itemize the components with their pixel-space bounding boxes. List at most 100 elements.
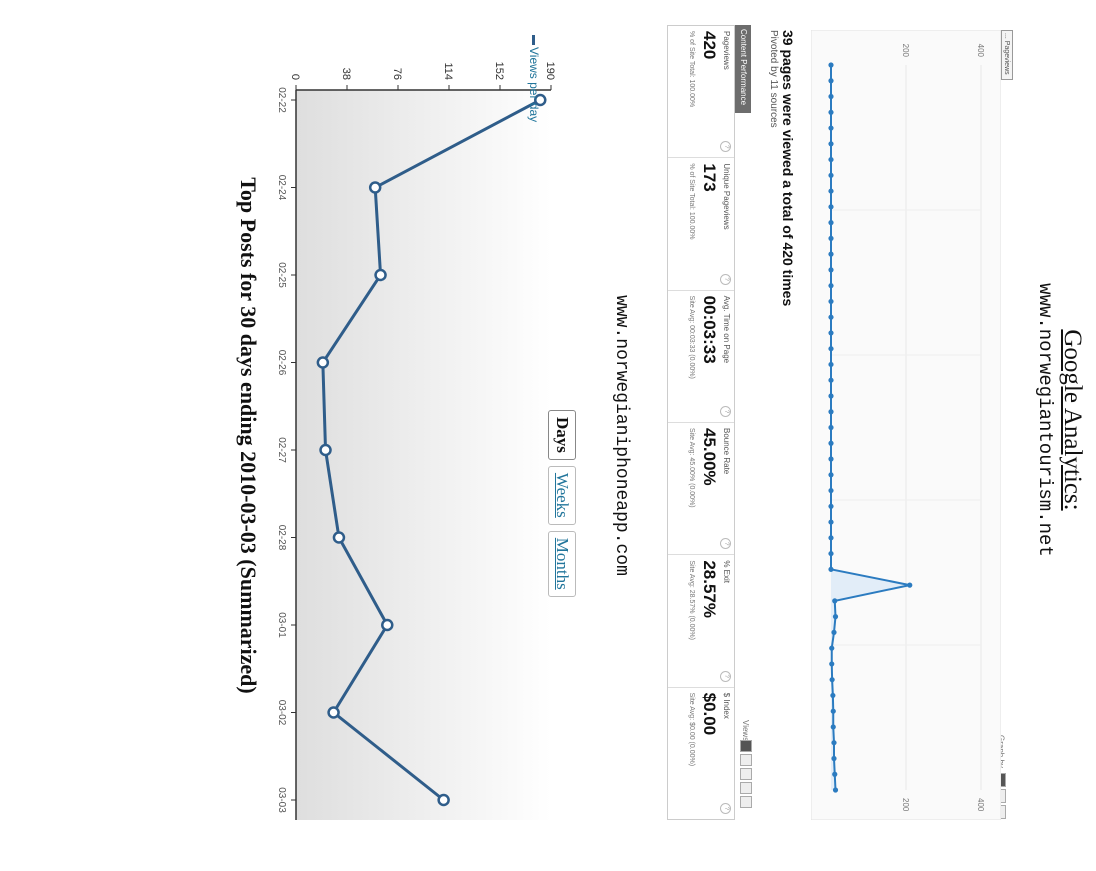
period-tabs: Days Weeks Months — [548, 410, 576, 597]
ga-data-point — [828, 298, 834, 305]
help-icon[interactable]: ? — [720, 802, 731, 814]
ga-data-point — [830, 692, 836, 699]
metrics-row: Pageviews 420 % of Site Total: 100.00% ?… — [667, 25, 735, 820]
view-icons — [740, 740, 752, 808]
wp-views-chart: 0 38 76 114 152 190 02-22 02-24 02-25 02-26 02-27 0… — [266, 30, 586, 840]
wp-x-tick-label: 02-28 — [276, 525, 287, 551]
ga-data-point — [828, 93, 834, 100]
ga-data-point — [831, 755, 837, 762]
ga-data-point — [828, 519, 834, 525]
pivot-view-icon[interactable] — [740, 796, 752, 808]
ga-data-point — [828, 125, 834, 131]
ga-data-point — [831, 629, 837, 635]
ga-data-point — [828, 377, 834, 383]
wp-plot-background — [296, 90, 551, 820]
compare-view-icon[interactable] — [740, 782, 752, 794]
ga-data-point — [828, 314, 834, 320]
metric-avg-time: Avg. Time on Page 00:03:33 Site Avg: 00:… — [668, 290, 734, 423]
ga-data-point — [829, 661, 835, 667]
wp-data-point — [534, 93, 547, 107]
ga-chart-svg: 400 400 200 200 — [811, 30, 1001, 820]
legend-label: Views per day — [527, 47, 541, 123]
metric-value: $0.00 — [700, 692, 719, 736]
metric-label: $ Index — [722, 692, 731, 719]
help-icon[interactable]: ? — [720, 405, 731, 417]
ga-data-point — [832, 787, 839, 793]
ga-data-point — [828, 172, 834, 178]
ga-data-point — [828, 188, 834, 194]
bar-view-icon[interactable] — [740, 768, 752, 780]
ga-y-tick-right: 200 — [901, 798, 910, 812]
wp-data-point — [332, 531, 346, 544]
ga-data-point — [828, 251, 834, 257]
metric-label: Avg. Time on Page — [722, 295, 731, 364]
wp-y-tick-label: 152 — [493, 62, 505, 80]
table-view-icon[interactable] — [740, 740, 752, 752]
wp-data-point — [316, 356, 330, 369]
wp-x-tick-label: 02-25 — [276, 262, 287, 288]
tab-months[interactable]: Months — [548, 530, 576, 597]
ga-data-point — [832, 771, 838, 777]
wp-data-point — [327, 706, 340, 719]
metric-index: $ Index $0.00 Site Avg: $0.00 (0.00%) ? — [668, 688, 734, 819]
ga-data-point — [830, 724, 836, 730]
metric-label: % Exit — [722, 560, 731, 583]
wp-x-tick-label: 02-24 — [276, 175, 287, 201]
help-icon[interactable]: ? — [720, 273, 731, 285]
ga-data-point — [828, 424, 834, 431]
metric-bounce-rate: Bounce Rate 45.00% Site Avg: 45.00% (0.0… — [668, 422, 734, 556]
metric-value: 420 — [700, 31, 719, 60]
tab-content-performance[interactable]: Content Performance — [735, 25, 751, 113]
wp-y-tick-label: 190 — [544, 62, 556, 80]
ga-y-tick-left: 200 — [901, 44, 910, 58]
wp-x-tick-label: 03-01 — [276, 612, 287, 638]
pie-view-icon[interactable] — [740, 754, 752, 766]
wp-y-tick-label: 76 — [391, 68, 403, 80]
wp-y-tick-label: 114 — [442, 62, 454, 80]
ga-data-point — [831, 740, 837, 746]
wp-data-point — [374, 268, 387, 282]
ga-data-point — [828, 156, 834, 163]
ga-data-point — [828, 78, 834, 84]
metric-sub: % of Site Total: 100.00% — [688, 31, 695, 108]
wp-chart-svg: 0 38 76 114 152 190 02-22 02-24 02-25 02-26 02-27 0… — [276, 62, 556, 820]
metric-select[interactable]: ... Pageviews — [1001, 30, 1013, 80]
ga-data-point — [828, 141, 834, 147]
ga-data-point — [828, 109, 834, 115]
ga-data-point — [832, 598, 838, 604]
ga-y-tick-left: 400 — [976, 44, 985, 58]
ga-data-point — [828, 550, 834, 557]
help-icon[interactable]: ? — [720, 670, 731, 682]
metric-label: Bounce Rate — [722, 427, 731, 475]
wp-domain: www.norwegianiphoneapp.com — [611, 295, 631, 576]
tab-days[interactable]: Days — [548, 410, 576, 460]
ga-data-point — [828, 472, 834, 478]
ga-summary-title: 39 pages were viewed a total of 420 time… — [780, 30, 796, 307]
wp-data-point — [368, 181, 382, 194]
ga-data-point — [828, 456, 834, 462]
wp-x-tick-label: 02-26 — [276, 350, 287, 376]
metric-value: 28.57% — [700, 560, 719, 618]
chart-legend: Views per day — [527, 35, 541, 122]
ga-data-point — [907, 582, 913, 588]
metric-label: Pageviews — [722, 31, 731, 70]
wp-x-tick-label: 02-22 — [276, 87, 287, 113]
ga-data-point — [830, 708, 836, 714]
metric-unique-pageviews: Unique Pageviews 173 % of Site Total: 10… — [668, 158, 734, 291]
wp-x-tick-label: 03-02 — [276, 700, 287, 726]
metric-sub: Site Avg: 00:03:33 (0.00%) — [688, 295, 695, 379]
ga-pageviews-chart: 400 400 200 200 — [811, 30, 1001, 820]
wp-caption: Top Posts for 30 days ending 2010-03-03 … — [236, 177, 261, 694]
wp-y-tick-label: 38 — [340, 68, 352, 80]
ga-data-point — [828, 409, 834, 415]
ga-data-point — [828, 235, 834, 241]
ga-data-point — [828, 220, 834, 226]
metric-sub: Site Avg: 28.57% (0.00%) — [688, 560, 695, 640]
wp-data-point — [381, 618, 394, 632]
ga-data-point — [828, 283, 834, 289]
tab-weeks[interactable]: Weeks — [548, 465, 576, 525]
ga-y-tick-right: 400 — [976, 798, 985, 812]
ga-data-point — [828, 204, 834, 210]
ga-data-point — [828, 330, 834, 336]
